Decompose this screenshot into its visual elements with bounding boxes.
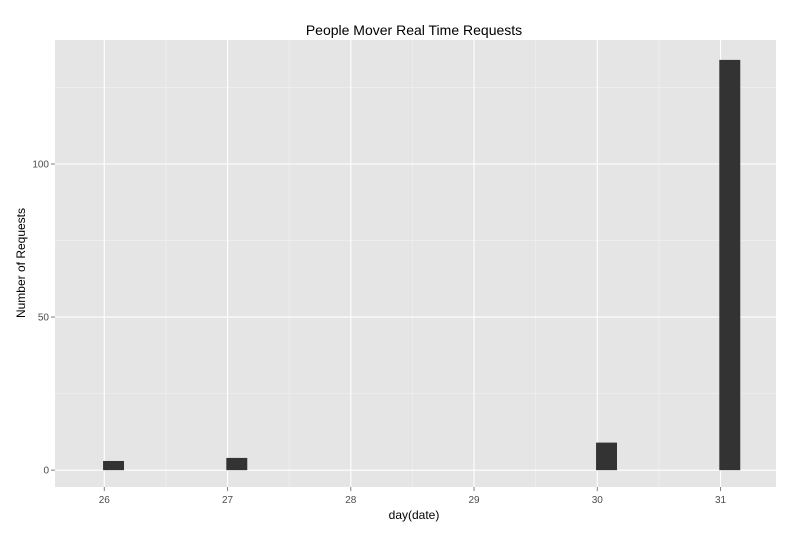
y-axis-ticks: 0 50 100 xyxy=(32,159,55,477)
chart-title: People Mover Real Time Requests xyxy=(306,22,522,38)
x-axis-ticks: 26 27 28 29 30 31 xyxy=(99,487,727,506)
y-tick-label: 0 xyxy=(43,466,49,477)
x-tick-label: 29 xyxy=(468,495,480,506)
x-tick-label: 27 xyxy=(222,495,234,506)
x-axis-title: day(date) xyxy=(389,508,440,522)
y-tick-label: 50 xyxy=(38,313,50,324)
bar xyxy=(226,457,248,471)
bar xyxy=(103,460,125,471)
y-tick-label: 100 xyxy=(32,159,49,170)
plot-panel xyxy=(55,40,776,487)
x-tick-label: 28 xyxy=(345,495,357,506)
bars xyxy=(103,59,741,471)
bar xyxy=(719,59,741,471)
y-axis-title: Number of Requests xyxy=(14,208,28,318)
x-tick-label: 30 xyxy=(592,495,604,506)
x-tick-label: 26 xyxy=(99,495,111,506)
minor-gridlines xyxy=(55,40,776,487)
x-tick-label: 31 xyxy=(715,495,727,506)
bar xyxy=(596,442,618,471)
